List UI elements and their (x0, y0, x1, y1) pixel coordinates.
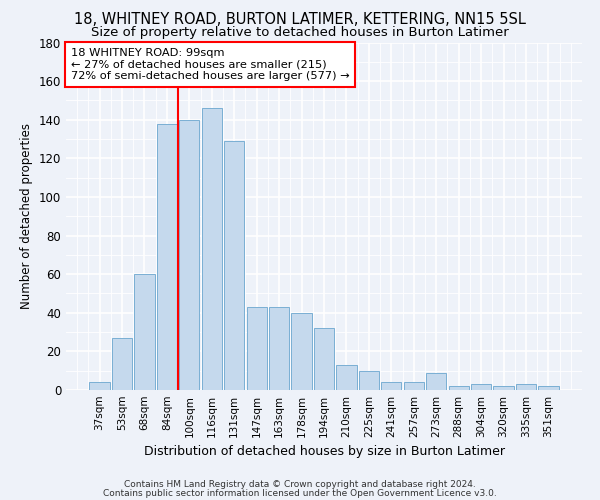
Bar (157, 124, 177, 390)
Bar (337, 365, 356, 390)
Bar (224, 141, 244, 390)
Bar (269, 307, 289, 390)
Bar (112, 338, 132, 390)
Bar (426, 372, 446, 390)
Bar (89, 382, 110, 390)
Bar (314, 328, 334, 390)
Bar (538, 386, 559, 390)
X-axis label: Distribution of detached houses by size in Burton Latimer: Distribution of detached houses by size … (143, 446, 505, 458)
Bar (493, 386, 514, 390)
Text: 18 WHITNEY ROAD: 99sqm
← 27% of detached houses are smaller (215)
72% of semi-de: 18 WHITNEY ROAD: 99sqm ← 27% of detached… (71, 48, 350, 81)
Text: Contains public sector information licensed under the Open Government Licence v3: Contains public sector information licen… (103, 490, 497, 498)
Bar (516, 384, 536, 390)
Bar (359, 370, 379, 390)
Text: 18, WHITNEY ROAD, BURTON LATIMER, KETTERING, NN15 5SL: 18, WHITNEY ROAD, BURTON LATIMER, KETTER… (74, 12, 526, 28)
Bar (381, 382, 401, 390)
Bar (404, 382, 424, 390)
Text: Size of property relative to detached houses in Burton Latimer: Size of property relative to detached ho… (91, 26, 509, 39)
Bar (247, 307, 267, 390)
Text: Contains HM Land Registry data © Crown copyright and database right 2024.: Contains HM Land Registry data © Crown c… (124, 480, 476, 489)
Bar (292, 313, 311, 390)
Bar (179, 120, 199, 390)
Bar (202, 108, 222, 390)
Bar (134, 274, 155, 390)
Y-axis label: Number of detached properties: Number of detached properties (20, 123, 33, 309)
Bar (471, 384, 491, 390)
Bar (449, 386, 469, 390)
